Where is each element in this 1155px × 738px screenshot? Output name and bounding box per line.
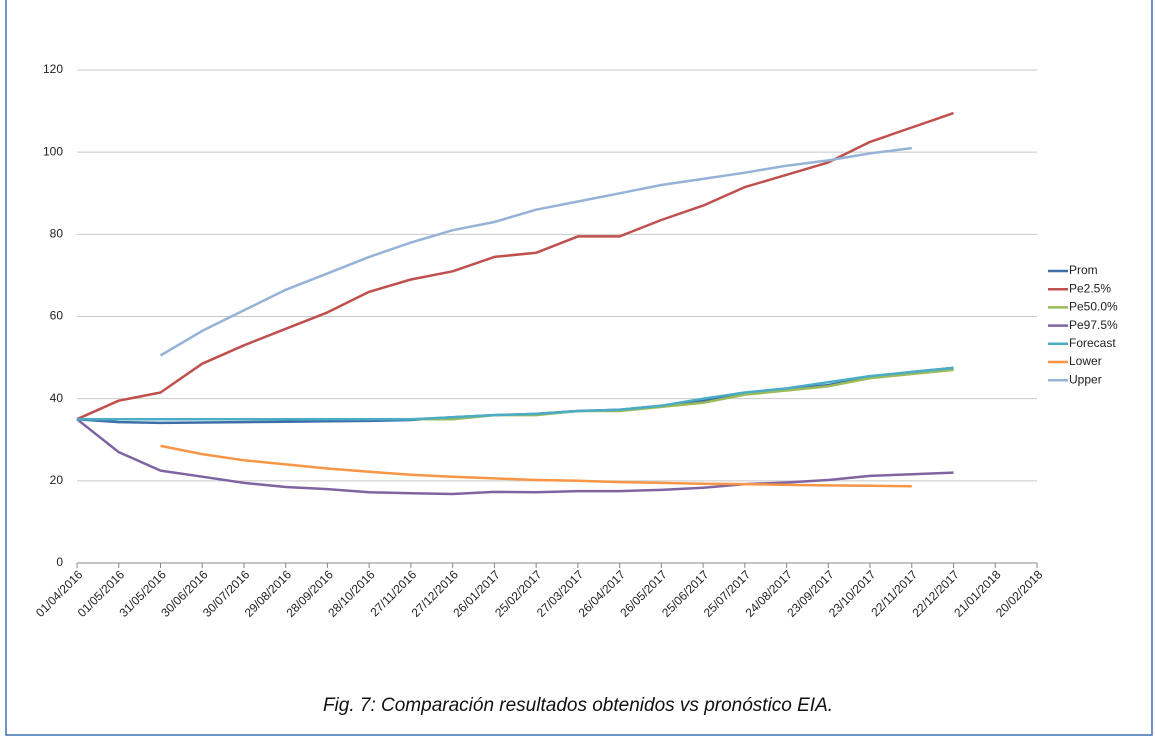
series-line bbox=[77, 368, 954, 421]
series-line bbox=[159, 146, 912, 357]
y-tick-label: 20 bbox=[50, 473, 64, 487]
caption: Fig. 7: Comparación resultados obtenidos… bbox=[323, 695, 833, 716]
y-tick-label: 0 bbox=[56, 555, 63, 569]
series-line bbox=[76, 111, 954, 421]
y-tick-label: 80 bbox=[50, 227, 64, 241]
series-line bbox=[76, 418, 954, 496]
legend-label: Pe50.0% bbox=[1069, 300, 1118, 314]
y-tick-label: 60 bbox=[50, 309, 64, 323]
series-line bbox=[77, 366, 954, 421]
y-tick-label: 100 bbox=[43, 144, 63, 158]
legend-label: Pe2.5% bbox=[1069, 281, 1111, 295]
legend-label: Lower bbox=[1069, 354, 1102, 368]
frame bbox=[5, 0, 1153, 736]
legend-label: Prom bbox=[1069, 263, 1098, 277]
legend-label: Forecast bbox=[1069, 336, 1116, 350]
y-tick-label: 120 bbox=[43, 62, 63, 76]
legend-label: Upper bbox=[1069, 372, 1102, 386]
y-tick-label: 40 bbox=[50, 391, 64, 405]
legend-label: Pe97.5% bbox=[1069, 318, 1118, 332]
series-line bbox=[160, 444, 912, 488]
